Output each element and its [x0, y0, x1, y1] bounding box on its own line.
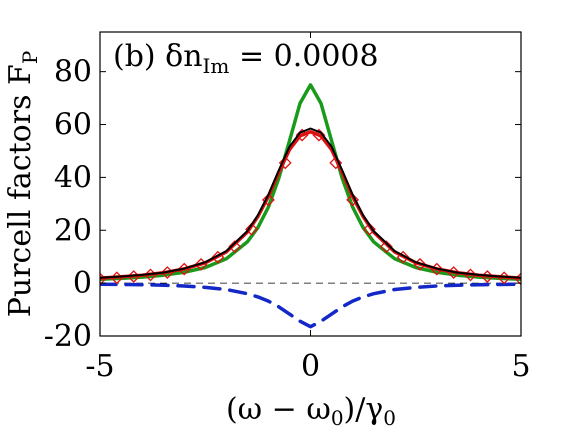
y-axis-label: Purcell factors FP: [3, 51, 42, 318]
diamond-marker-10: [261, 193, 275, 207]
series-line-1: [100, 127, 521, 279]
series-line-0: [100, 83, 521, 281]
panel-label-subscript: Im: [203, 54, 230, 78]
y-tick-label-5: 80: [54, 55, 92, 90]
x-tick-label-1: 0: [301, 349, 320, 384]
ticks-layer: -5 0 5 -20 0 20 40 60 80: [44, 32, 531, 384]
panel-label-value: = 0.0008: [229, 39, 378, 74]
x-axis-label: (ω − ω0)/γ0: [226, 392, 396, 430]
y-tick-label-1: 0: [73, 266, 92, 301]
diamond-marker-9: [245, 222, 258, 236]
y-tick-label-2: 20: [54, 213, 92, 248]
plot-frame: [99, 31, 522, 337]
diamond-marker-15: [346, 193, 360, 207]
diamond-marker-14: [329, 156, 343, 170]
series-layer: [100, 83, 521, 329]
panel-label-main: (b) δn: [113, 39, 203, 74]
y-tick-label-4: 60: [54, 108, 92, 143]
diamond-marker-8: [228, 240, 242, 254]
diamond-marker-16: [363, 222, 376, 236]
panel-label: (b) δnIm = 0.0008: [113, 39, 379, 78]
x-tick-label-2: 5: [511, 349, 530, 384]
diamond-marker-11: [278, 156, 292, 170]
x-tick-label-0: -5: [85, 349, 114, 384]
diamond-marker-17: [379, 240, 393, 254]
series-line-3: [100, 282, 521, 329]
y-tick-label-3: 40: [54, 160, 92, 195]
y-tick-label-0: -20: [44, 319, 92, 354]
series-line-2: [100, 129, 521, 280]
